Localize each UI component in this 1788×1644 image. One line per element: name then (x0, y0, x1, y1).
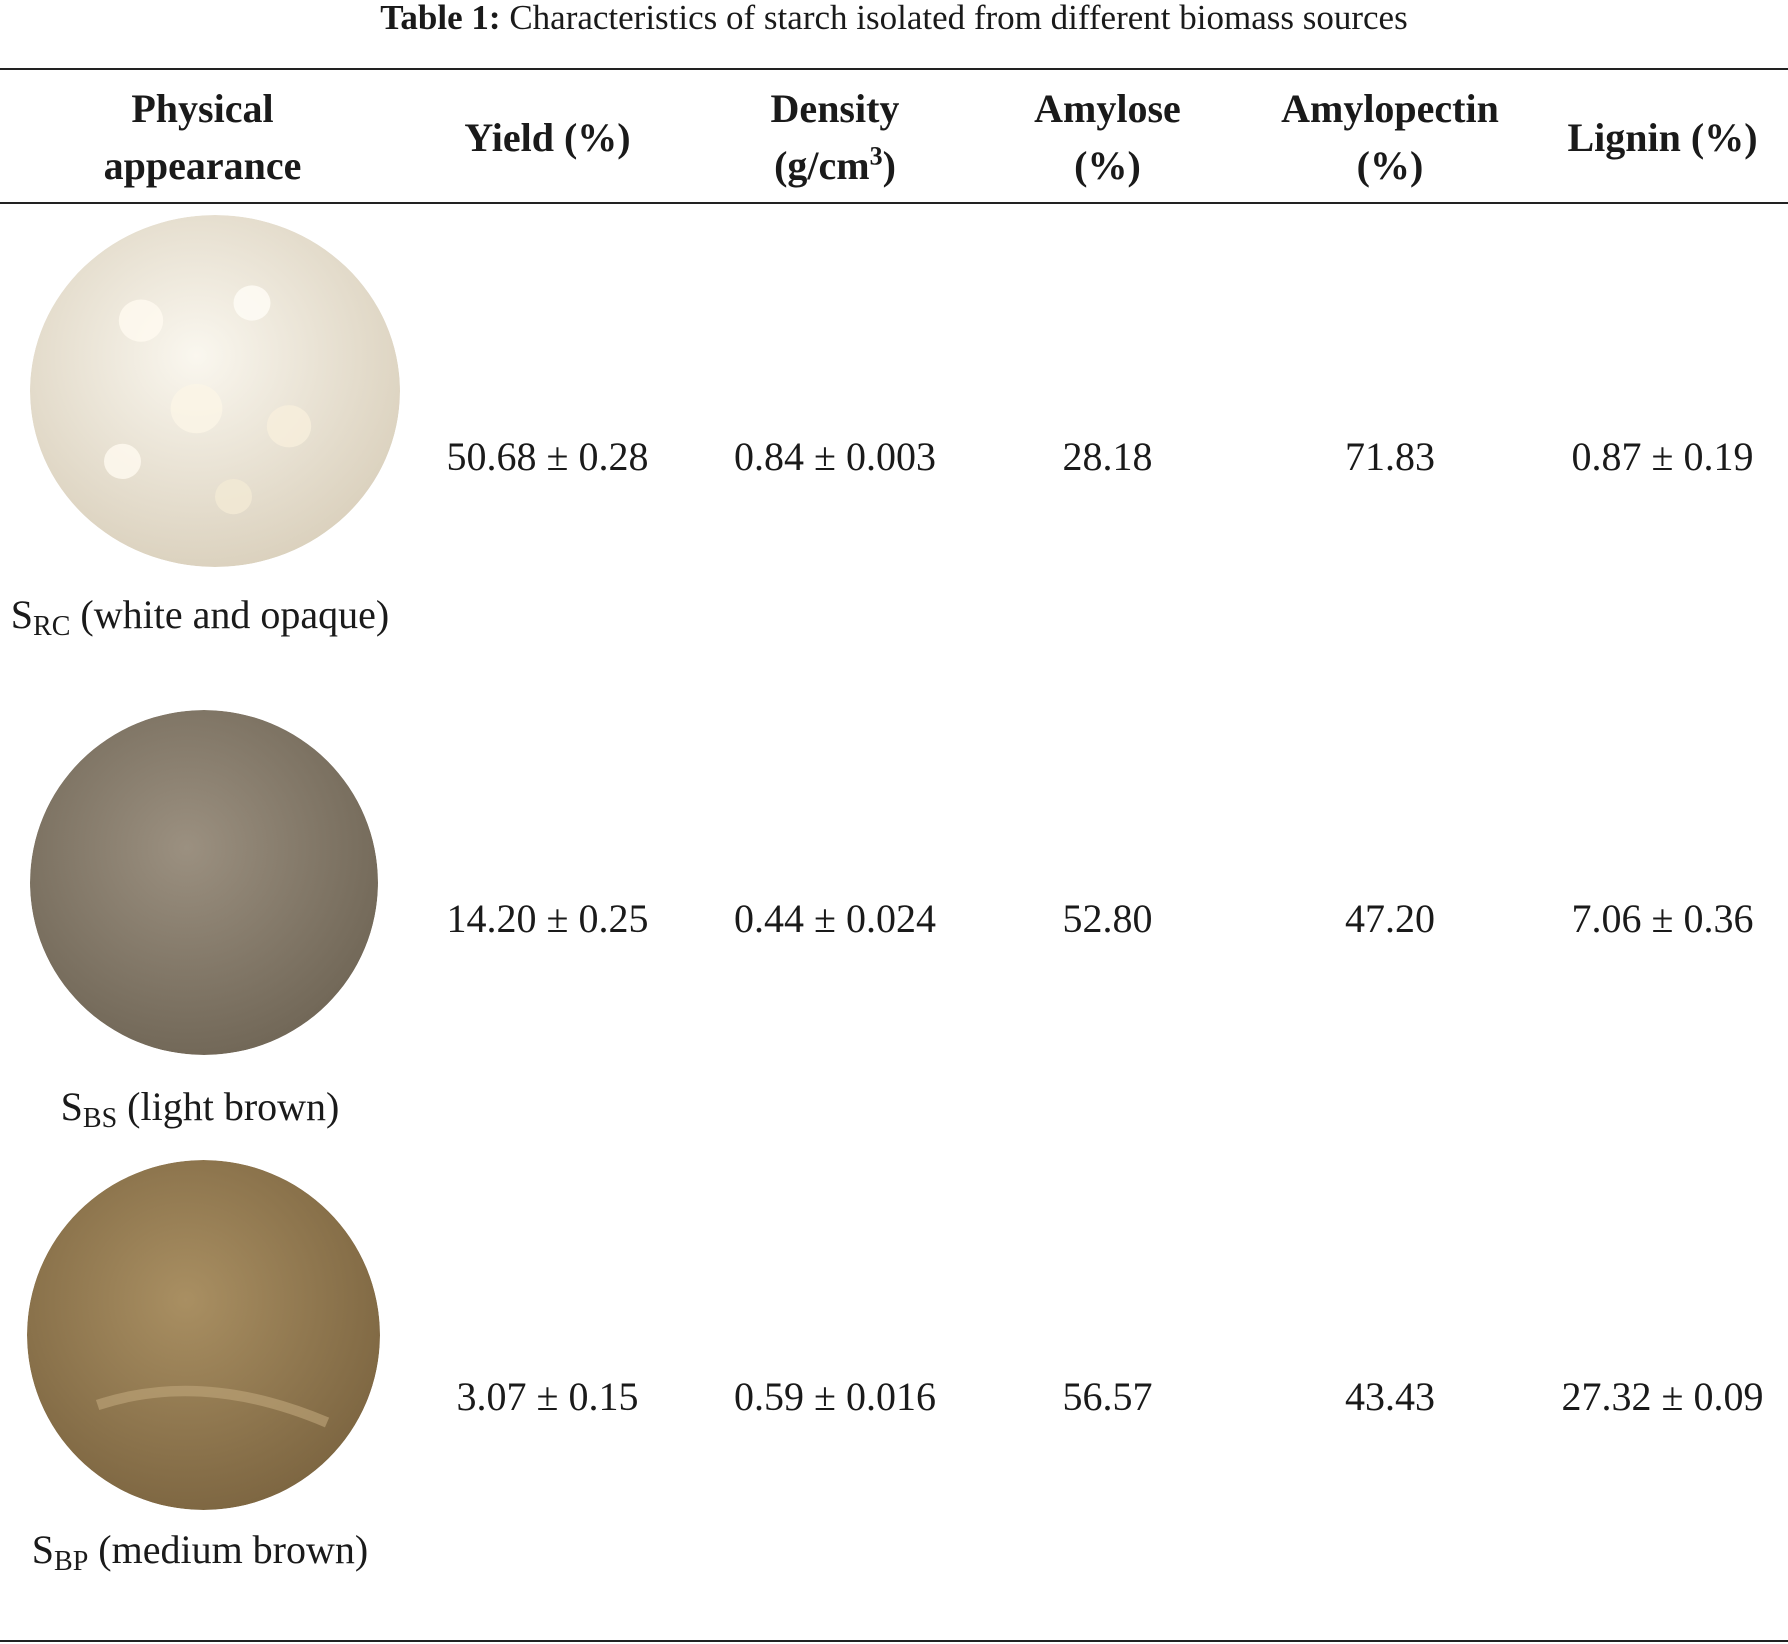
sample-label-rc: SRC (white and opaque) (0, 586, 400, 655)
cell-amylose-bp: 56.57 (1062, 1373, 1153, 1419)
header-density-text: Density (g/cm (770, 86, 900, 188)
bottom-rule (0, 1640, 1788, 1642)
sample-label-bp: SBP (medium brown) (0, 1521, 400, 1590)
sample-label-bs: SBS (light brown) (0, 1078, 400, 1147)
top-rule (0, 68, 1788, 70)
table-caption-text: Characteristics of starch isolated from … (509, 0, 1408, 37)
cell-amylopectin-bp: 43.43 (1345, 1373, 1435, 1419)
header-density-close: ) (882, 143, 896, 188)
header-physical-appearance: Physical appearance (103, 86, 302, 188)
sample-subscript: BS (82, 1103, 118, 1134)
cell-yield-bp: 3.07 ± 0.15 (456, 1373, 639, 1419)
table-caption: Table 1: Characteristics of starch isola… (0, 0, 1788, 36)
cell-lignin-bs: 7.06 ± 0.36 (1571, 895, 1754, 941)
cell-amylopectin-rc: 71.83 (1345, 433, 1435, 479)
cell-lignin-rc: 0.87 ± 0.19 (1571, 433, 1754, 479)
header-density: Density (g/cm3) (735, 82, 935, 192)
cell-density-bs: 0.44 ± 0.024 (734, 895, 936, 941)
cell-density-rc: 0.84 ± 0.003 (734, 433, 936, 479)
sample-description: (light brown) (127, 1084, 340, 1129)
sample-description: (medium brown) (98, 1527, 369, 1572)
sample-subscript: RC (33, 611, 71, 642)
sample-description: (white and opaque) (80, 592, 390, 637)
sample-symbol: S (31, 1527, 55, 1572)
cell-lignin-bp: 27.32 ± 0.09 (1561, 1373, 1764, 1419)
cell-density-bp: 0.59 ± 0.016 (734, 1373, 936, 1419)
cell-yield-rc: 50.68 ± 0.28 (446, 433, 649, 479)
cell-amylose-rc: 28.18 (1062, 433, 1153, 479)
table-caption-label: Table 1: (380, 0, 501, 37)
header-yield: Yield (%) (464, 114, 631, 160)
header-density-exponent: 3 (869, 141, 883, 171)
cell-amylose-bs: 52.80 (1062, 895, 1153, 941)
sample-photo-rc (30, 215, 400, 567)
sample-photo-bp (27, 1160, 380, 1510)
sample-symbol: S (10, 592, 34, 637)
header-amylose: Amylose (%) (1034, 86, 1181, 188)
header-rule (0, 202, 1788, 204)
sample-photo-bs (30, 710, 378, 1055)
cell-amylopectin-bs: 47.20 (1345, 895, 1435, 941)
header-lignin: Lignin (%) (1567, 114, 1758, 160)
sample-symbol: S (60, 1084, 83, 1129)
header-amylopectin: Amylopectin (%) (1281, 86, 1499, 188)
cell-yield-bs: 14.20 ± 0.25 (446, 895, 649, 941)
sample-subscript: BP (54, 1546, 89, 1577)
